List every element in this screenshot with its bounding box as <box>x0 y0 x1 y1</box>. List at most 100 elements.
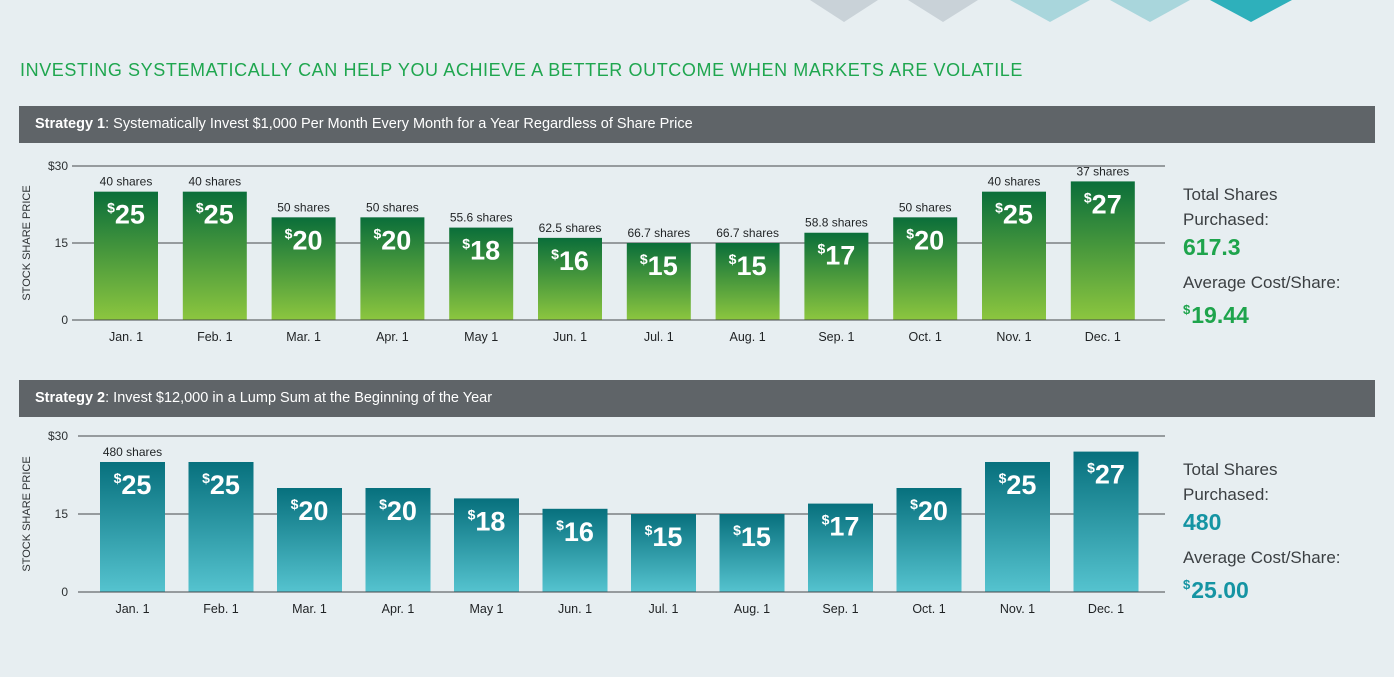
x-tick-label: May 1 <box>464 330 498 344</box>
strategy-2-summary: Total Shares Purchased: 480 Average Cost… <box>1183 457 1341 605</box>
x-tick-label: Oct. 1 <box>909 330 942 344</box>
bar <box>449 227 514 320</box>
x-tick-label: Mar. 1 <box>292 602 327 616</box>
shares-label: 58.8 shares <box>805 216 868 230</box>
x-tick-label: Jul. 1 <box>644 330 674 344</box>
x-tick-label: Dec. 1 <box>1085 330 1121 344</box>
bar-value-label: $27 <box>1084 189 1122 219</box>
bar <box>985 462 1050 592</box>
strategy-2-rest: : Invest $12,000 in a Lump Sum at the Be… <box>105 390 493 406</box>
bar <box>1070 181 1135 320</box>
bar-value-label: $25 <box>995 200 1033 230</box>
x-tick-label: Sep. 1 <box>818 330 854 344</box>
y-tick-label: $30 <box>48 159 68 173</box>
strategy-1-summary: Total Shares Purchased: 617.3 Average Co… <box>1183 182 1341 330</box>
shares-label: 480 shares <box>103 445 162 459</box>
avg-cost-value: 25.00 <box>1191 577 1249 603</box>
x-tick-label: May 1 <box>469 602 503 616</box>
bar <box>94 191 158 320</box>
y-tick-label: 0 <box>61 313 68 327</box>
purchased-label: Purchased: <box>1183 485 1269 504</box>
bar-value-label: $20 <box>373 225 411 255</box>
shares-label: 40 shares <box>988 175 1041 189</box>
x-tick-label: Sep. 1 <box>822 602 858 616</box>
avg-cost-label: Average Cost/Share: <box>1183 273 1341 292</box>
bar <box>715 243 780 320</box>
total-shares-label: Total Shares <box>1183 185 1278 204</box>
avg-cost-value-wrap: $25.00 <box>1183 570 1341 605</box>
page-title: INVESTING SYSTEMATICALLY CAN HELP YOU AC… <box>20 60 1024 80</box>
bar <box>365 488 431 592</box>
bar <box>277 488 342 592</box>
bar-value-label: $20 <box>906 225 944 255</box>
purchased-label: Purchased: <box>1183 210 1269 229</box>
bar-value-label: $18 <box>462 236 500 266</box>
shares-label: 66.7 shares <box>627 226 690 240</box>
bar <box>271 217 336 320</box>
y-axis-label: STOCK SHARE PRICE <box>21 185 33 300</box>
avg-cost-label: Average Cost/Share: <box>1183 548 1341 567</box>
bar-value-label: $27 <box>1087 460 1125 490</box>
x-tick-label: Aug. 1 <box>734 602 770 616</box>
bar-value-label: $20 <box>285 225 323 255</box>
bar-value-label: $25 <box>202 470 240 500</box>
bar <box>542 508 608 592</box>
x-tick-label: Jan. 1 <box>109 330 143 344</box>
bar-value-label: $15 <box>733 522 771 552</box>
bar <box>100 462 165 592</box>
bar-value-label: $15 <box>645 522 683 552</box>
bar-value-label: $17 <box>822 512 860 542</box>
total-shares-value: 480 <box>1183 509 1222 535</box>
strategy-2-strong: Strategy 2 <box>35 390 106 406</box>
bar-value-label: $16 <box>551 246 589 276</box>
bar-value-label: $20 <box>379 496 417 526</box>
decorative-chevrons <box>810 0 1292 22</box>
bar-value-label: $15 <box>640 251 678 281</box>
shares-label: 50 shares <box>366 200 419 214</box>
y-tick-label: 15 <box>55 236 69 250</box>
x-tick-label: Mar. 1 <box>286 330 321 344</box>
bar-value-label: $17 <box>817 241 855 271</box>
x-tick-label: Nov. 1 <box>1000 602 1035 616</box>
bar-value-label: $25 <box>999 470 1037 500</box>
avg-cost-dollar: $ <box>1183 302 1191 317</box>
x-tick-label: Jun. 1 <box>553 330 587 344</box>
bar-value-label: $20 <box>910 496 948 526</box>
y-tick-label: 15 <box>55 507 69 521</box>
total-shares-value: 617.3 <box>1183 234 1241 260</box>
strategy-2-header: Strategy 2: Invest $12,000 in a Lump Sum… <box>19 380 1375 417</box>
x-tick-label: Jul. 1 <box>649 602 679 616</box>
avg-cost-value: 19.44 <box>1191 302 1249 328</box>
bar <box>626 243 691 320</box>
strategy-1-rest: : Systematically Invest $1,000 Per Month… <box>105 116 693 132</box>
shares-label: 55.6 shares <box>450 211 513 225</box>
strategy-1-chart: STOCK SHARE PRICE 0 15 $30 $25 40 shares Jan. … <box>21 159 1165 344</box>
bar-value-label: $25 <box>107 200 145 230</box>
bar <box>538 237 602 320</box>
bar <box>896 488 962 592</box>
x-tick-label: Apr. 1 <box>382 602 415 616</box>
bar-value-label: $25 <box>114 470 152 500</box>
x-tick-label: Feb. 1 <box>197 330 232 344</box>
x-tick-label: Feb. 1 <box>203 602 238 616</box>
shares-label: 50 shares <box>899 200 952 214</box>
shares-label: 37 shares <box>1076 164 1129 178</box>
bar <box>719 514 785 592</box>
y-axis-label: STOCK SHARE PRICE <box>21 456 33 571</box>
strategy-1-header: Strategy 1: Systematically Invest $1,000… <box>19 106 1375 143</box>
bar <box>804 232 869 320</box>
bar <box>982 191 1046 320</box>
bar <box>360 217 425 320</box>
x-tick-label: Jun. 1 <box>558 602 592 616</box>
x-tick-label: Jan. 1 <box>115 602 149 616</box>
total-shares-label: Total Shares <box>1183 460 1278 479</box>
strategy-1-strong: Strategy 1 <box>35 116 106 132</box>
x-tick-label: Oct. 1 <box>912 602 945 616</box>
shares-label: 50 shares <box>277 200 330 214</box>
strategy-2-chart: STOCK SHARE PRICE 0 15 $30 $25 480 shares Jan.… <box>21 429 1165 616</box>
bar-value-label: $25 <box>196 200 234 230</box>
bar-value-label: $15 <box>729 251 767 281</box>
avg-cost-value-wrap: $19.44 <box>1183 295 1341 330</box>
x-tick-label: Apr. 1 <box>376 330 409 344</box>
y-tick-label: 0 <box>61 585 68 599</box>
